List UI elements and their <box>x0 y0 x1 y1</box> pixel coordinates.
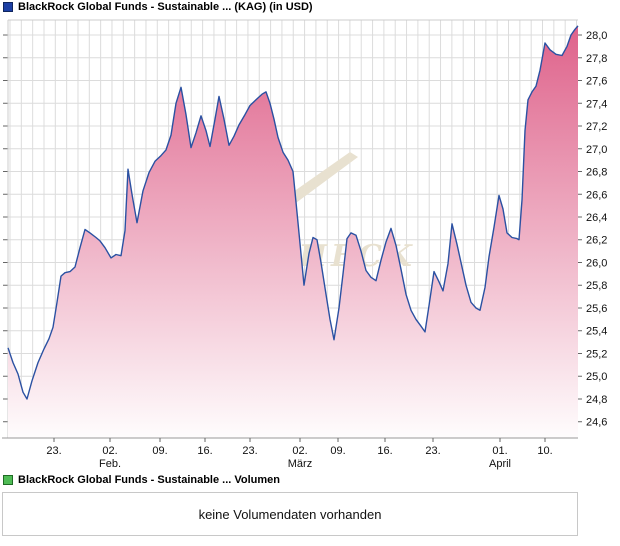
volume-series-icon <box>3 475 13 485</box>
price-series-icon <box>3 2 13 12</box>
price-chart: 24,6 24,8 25,0 25,2 25,4 25,6 25,8 26,0 26,2 26,4… <box>2 19 607 470</box>
y-axis-label: 24,6 <box>586 417 607 429</box>
y-axis-label: 26,0 <box>586 257 607 269</box>
y-axis-label: 28,0 <box>586 30 607 42</box>
price-area <box>8 25 578 439</box>
volume-empty-box: keine Volumendaten vorhanden <box>2 492 578 536</box>
x-axis-label: 16. <box>197 445 212 457</box>
y-axis-label: 25,4 <box>586 326 607 338</box>
y-axis-label: 27,0 <box>586 144 607 156</box>
y-axis-label: 26,2 <box>586 235 607 247</box>
x-axis-label: 10. <box>537 445 552 457</box>
y-axis-label: 25,8 <box>586 280 607 292</box>
volume-chart-header: BlackRock Global Funds - Sustainable ...… <box>3 474 280 486</box>
x-axis-month-label: Feb. <box>99 458 121 470</box>
x-axis-label: 01. <box>492 445 507 457</box>
x-axis-label: 23. <box>242 445 257 457</box>
x-axis-label: 02. <box>292 445 307 457</box>
x-axis-label: 09. <box>152 445 167 457</box>
y-axis-label: 26,4 <box>586 212 607 224</box>
price-chart-header: BlackRock Global Funds - Sustainable ...… <box>3 1 313 13</box>
y-axis-label: 27,6 <box>586 76 607 88</box>
y-axis-label: 26,6 <box>586 189 607 201</box>
y-axis-label: 27,4 <box>586 98 607 110</box>
y-axis-label: 27,2 <box>586 121 607 133</box>
x-axis-label: 16. <box>377 445 392 457</box>
y-axis-label: 26,8 <box>586 167 607 179</box>
x-axis-label: 23. <box>425 445 440 457</box>
y-axis-label: 24,8 <box>586 394 607 406</box>
price-line <box>7 25 579 400</box>
y-axis-label: 25,0 <box>586 371 607 383</box>
price-chart-title: BlackRock Global Funds - Sustainable ...… <box>18 1 313 13</box>
y-axis-label: 25,6 <box>586 303 607 315</box>
volume-chart-title: BlackRock Global Funds - Sustainable ...… <box>18 474 281 486</box>
x-axis-month-label: März <box>288 458 312 470</box>
x-axis-month-label: April <box>489 458 511 470</box>
x-axis-label: 09. <box>330 445 345 457</box>
x-axis-label: 02. <box>102 445 117 457</box>
volume-empty-message: keine Volumendaten vorhanden <box>198 506 382 522</box>
x-axis-label: 23. <box>46 445 61 457</box>
y-axis-label: 27,8 <box>586 53 607 65</box>
y-axis-label: 25,2 <box>586 348 607 360</box>
